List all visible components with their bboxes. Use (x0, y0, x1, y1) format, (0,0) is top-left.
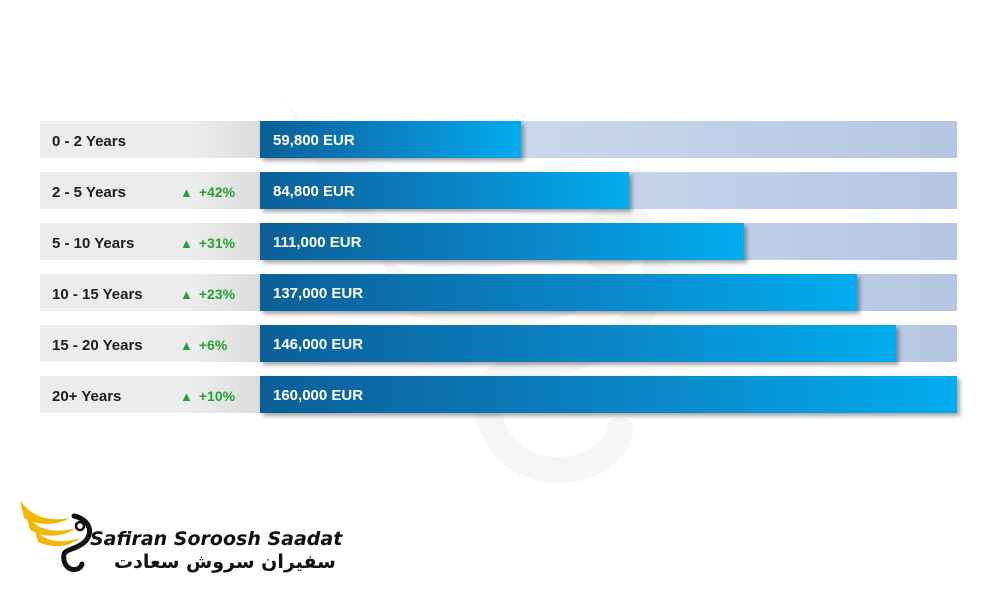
bar (260, 121, 521, 158)
value-label: 137,000 EUR (273, 285, 364, 302)
triangle-up-icon: ▲ (180, 185, 193, 200)
category-cell: 5 - 10 Years ▲ +31% (40, 223, 260, 260)
value-label: 160,000 EUR (273, 387, 364, 404)
brand-logo: Safiran Soroosh Saadat سفیران سروش سعادت (18, 492, 342, 587)
bar-track: 160,000 EUR (260, 376, 957, 413)
change-percent: +42% (198, 184, 236, 200)
bar-track: 84,800 EUR (260, 172, 957, 209)
triangle-up-icon: ▲ (180, 389, 193, 404)
bar (260, 172, 630, 209)
category-label: 0 - 2 Years (52, 133, 126, 150)
bar-track: 111,000 EUR (260, 223, 957, 260)
change-percent: +6% (198, 337, 228, 353)
category-label: 20+ Years (52, 388, 122, 405)
bar (260, 325, 896, 362)
change-indicator: ▲ +42% (180, 172, 235, 213)
change-indicator: ▲ +23% (180, 274, 235, 315)
bar-row: 20+ Years ▲ +10% 160,000 EUR (40, 376, 957, 413)
wing-logo-icon (20, 500, 92, 572)
category-label: 15 - 20 Years (52, 337, 143, 354)
change-indicator: ▲ +10% (180, 376, 235, 417)
bar-row: 0 - 2 Years 59,800 EUR (40, 121, 957, 158)
change-percent: +23% (198, 286, 236, 302)
bar (260, 274, 857, 311)
category-label: 5 - 10 Years (52, 235, 135, 252)
category-cell: 10 - 15 Years ▲ +23% (40, 274, 260, 311)
triangle-up-icon: ▲ (180, 287, 193, 302)
bar-track: 59,800 EUR (260, 121, 957, 158)
value-label: 84,800 EUR (273, 183, 355, 200)
bar (260, 223, 744, 260)
bar-track: 146,000 EUR (260, 325, 957, 362)
salary-bar-chart: 0 - 2 Years 59,800 EUR 2 - 5 Years ▲ +42% 84,… (40, 121, 957, 427)
bar-row: 10 - 15 Years ▲ +23% 137,000 EUR (40, 274, 957, 311)
brand-name-persian: سفیران سروش سعادت (114, 551, 336, 573)
category-label: 2 - 5 Years (52, 184, 126, 201)
triangle-up-icon: ▲ (180, 338, 193, 353)
bar (260, 376, 957, 413)
brand-name-latin: Safiran Soroosh Saadat (90, 528, 343, 550)
change-percent: +31% (198, 235, 236, 251)
bar-row: 5 - 10 Years ▲ +31% 111,000 EUR (40, 223, 957, 260)
triangle-up-icon: ▲ (180, 236, 193, 251)
change-indicator: ▲ +6% (180, 325, 227, 366)
category-cell: 20+ Years ▲ +10% (40, 376, 260, 413)
category-cell: 0 - 2 Years (40, 121, 260, 158)
value-label: 59,800 EUR (273, 132, 355, 149)
value-label: 146,000 EUR (273, 336, 364, 353)
value-label: 111,000 EUR (273, 234, 362, 251)
change-percent: +10% (198, 388, 236, 404)
category-cell: 15 - 20 Years ▲ +6% (40, 325, 260, 362)
bar-track: 137,000 EUR (260, 274, 957, 311)
bar-row: 2 - 5 Years ▲ +42% 84,800 EUR (40, 172, 957, 209)
category-cell: 2 - 5 Years ▲ +42% (40, 172, 260, 209)
bar-row: 15 - 20 Years ▲ +6% 146,000 EUR (40, 325, 957, 362)
category-label: 10 - 15 Years (52, 286, 143, 303)
change-indicator: ▲ +31% (180, 223, 235, 264)
